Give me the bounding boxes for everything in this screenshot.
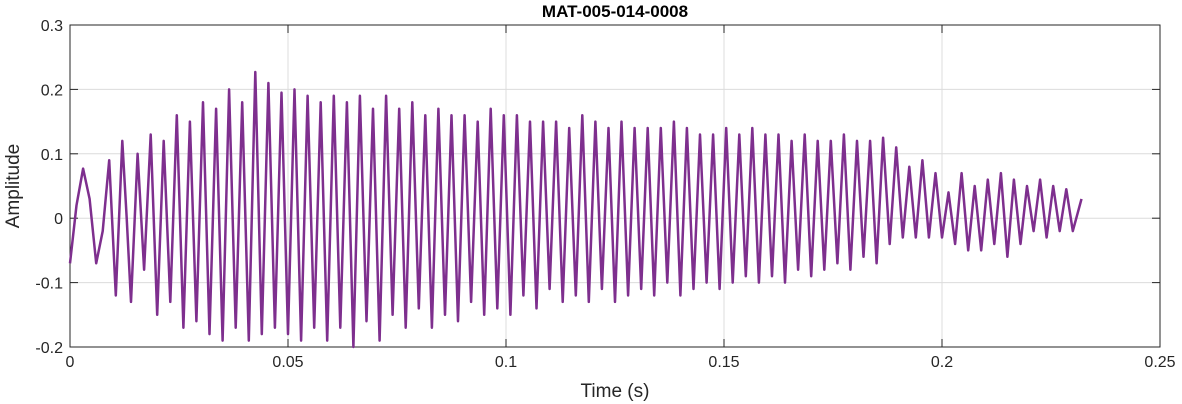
x-tick-label: 0.05 <box>272 354 303 371</box>
y-axis-label: Amplitude <box>3 144 24 229</box>
x-axis-label: Time (s) <box>581 381 650 402</box>
x-tick-label: 0.2 <box>931 354 953 371</box>
chart-title: MAT-005-014-0008 <box>542 2 688 21</box>
y-tick-label: 0.3 <box>41 18 63 35</box>
y-tick-label: -0.2 <box>35 340 63 357</box>
series <box>68 70 1083 349</box>
x-tick-label: 0.1 <box>495 354 517 371</box>
y-tick-label: 0.2 <box>41 82 63 99</box>
x-tick-label: 0.15 <box>708 354 739 371</box>
y-tick-label: 0.1 <box>41 147 63 164</box>
x-tick-label: 0 <box>66 354 75 371</box>
y-axis: -0.2 -0.1 0 0.1 0.2 0.3 <box>35 18 1160 357</box>
series-line <box>68 70 1083 349</box>
plot-area <box>69 24 1161 348</box>
x-tick-label: 0.25 <box>1144 354 1175 371</box>
y-tick-label: 0 <box>54 211 63 228</box>
x-axis: 0 0.05 0.1 0.15 0.2 0.25 <box>66 25 1176 371</box>
y-tick-label: -0.1 <box>35 276 63 293</box>
